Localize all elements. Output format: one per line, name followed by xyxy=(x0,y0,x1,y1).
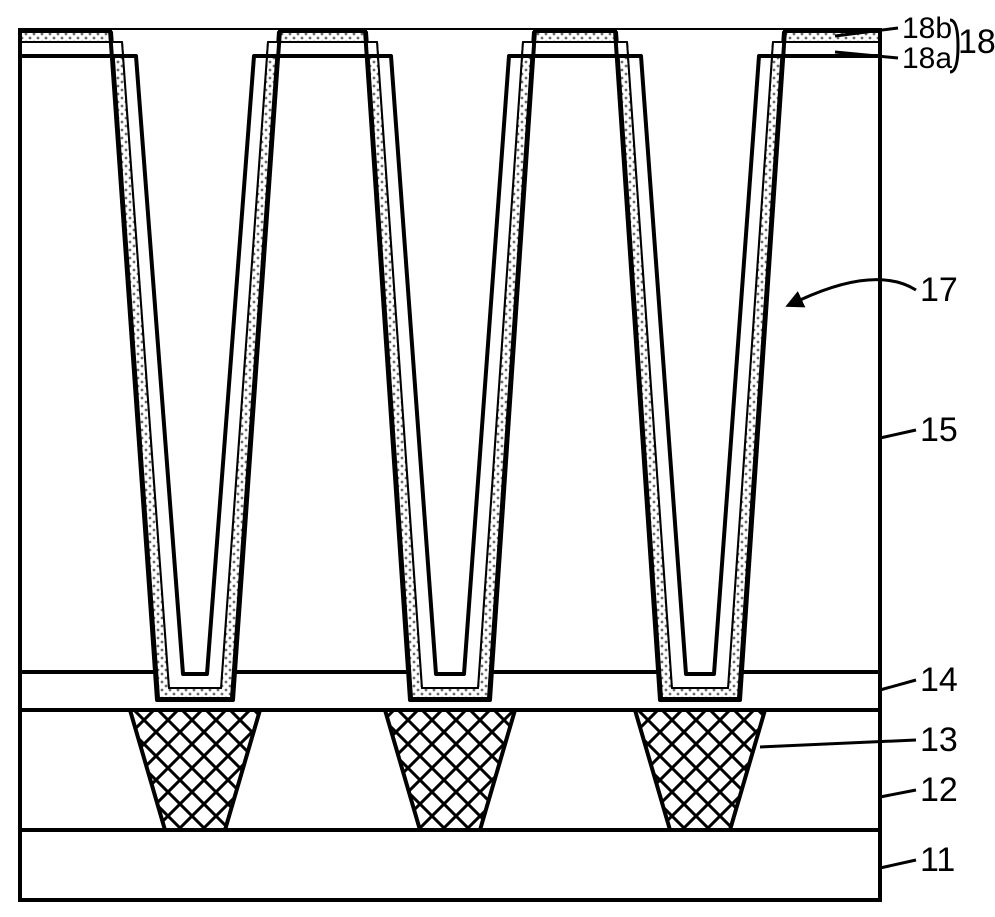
label-11: 11 xyxy=(920,841,955,880)
label-17: 17 xyxy=(920,271,958,310)
label-18a: 18a xyxy=(902,42,952,76)
diagram-canvas xyxy=(0,0,995,917)
label-13: 13 xyxy=(920,721,958,760)
label-14: 14 xyxy=(920,661,958,700)
label-18: 18 xyxy=(958,23,995,62)
label-12: 12 xyxy=(920,771,958,810)
label-18b: 18b xyxy=(902,12,952,46)
label-15: 15 xyxy=(920,411,958,450)
